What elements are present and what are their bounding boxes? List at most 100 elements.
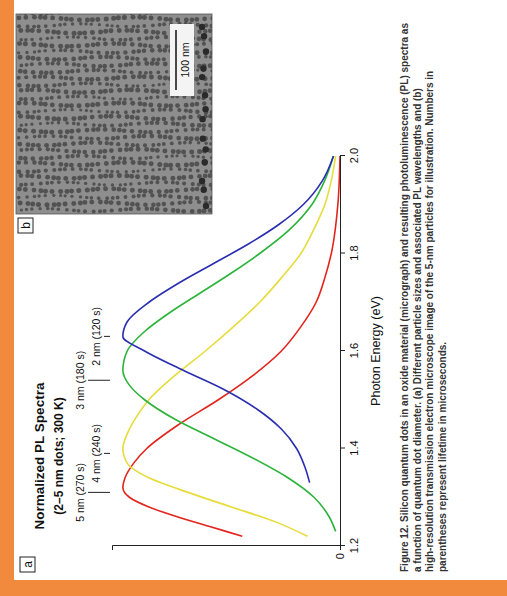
micrograph-particle bbox=[98, 169, 102, 173]
micrograph-particle bbox=[83, 140, 88, 145]
micrograph-particle bbox=[175, 103, 180, 108]
micrograph-particle bbox=[144, 29, 149, 34]
micrograph-particle bbox=[208, 173, 212, 178]
micrograph-particle bbox=[82, 200, 87, 205]
micrograph-particle bbox=[32, 75, 36, 79]
micrograph-particle bbox=[52, 83, 56, 87]
micrograph-particle bbox=[82, 150, 87, 155]
micrograph-particle bbox=[143, 43, 148, 48]
micrograph-particle bbox=[37, 88, 42, 93]
micrograph-particle bbox=[119, 97, 122, 100]
micrograph-particle bbox=[19, 148, 23, 152]
micrograph-particle bbox=[46, 61, 50, 65]
micrograph-particle bbox=[119, 183, 122, 186]
micrograph-particle bbox=[143, 143, 147, 147]
micrograph-particle bbox=[208, 63, 212, 68]
micrograph-particle bbox=[85, 187, 90, 192]
micrograph-particle bbox=[158, 23, 162, 27]
micrograph-particle bbox=[156, 57, 160, 61]
micrograph-particle bbox=[129, 87, 134, 92]
micrograph-particle bbox=[25, 201, 30, 206]
micrograph-particle bbox=[155, 207, 160, 212]
micrograph-particle bbox=[103, 127, 108, 132]
micrograph-particle bbox=[188, 168, 192, 172]
micrograph-particle bbox=[49, 155, 54, 160]
micrograph-particle bbox=[105, 82, 109, 86]
micrograph-particle bbox=[106, 24, 109, 27]
micrograph-particle bbox=[129, 207, 133, 211]
micrograph-particle bbox=[202, 101, 207, 106]
micrograph-particle bbox=[197, 200, 201, 204]
micrograph-particle bbox=[95, 42, 100, 47]
micrograph-particle bbox=[26, 142, 31, 147]
micrograph-particle bbox=[65, 208, 69, 212]
micrograph-particle bbox=[104, 55, 109, 60]
micrograph-particle bbox=[118, 208, 122, 212]
micrograph-particle bbox=[111, 111, 115, 115]
micrograph-particle bbox=[72, 62, 76, 66]
micrograph-particle bbox=[72, 122, 76, 126]
micrograph-particle bbox=[125, 84, 129, 88]
micrograph-particle bbox=[208, 88, 212, 93]
micrograph-particle bbox=[58, 83, 62, 87]
micrograph-particle bbox=[76, 68, 80, 72]
micrograph-particle bbox=[76, 43, 81, 48]
micrograph-particle bbox=[39, 182, 43, 186]
micrograph-particle bbox=[32, 15, 37, 20]
micrograph-particle bbox=[44, 24, 48, 28]
micrograph-particle bbox=[103, 173, 108, 178]
frame-background bbox=[0, 0, 507, 596]
micrograph-particle bbox=[18, 69, 23, 74]
micrograph-particle bbox=[23, 41, 28, 46]
micrograph-particle bbox=[58, 130, 63, 135]
micrograph-particle bbox=[25, 63, 29, 67]
micrograph-particle bbox=[149, 36, 153, 40]
micrograph-particle bbox=[102, 64, 107, 69]
micrograph-particle bbox=[130, 202, 135, 207]
micrograph-particle bbox=[78, 136, 82, 140]
micrograph-particle bbox=[155, 35, 159, 39]
micrograph-particle bbox=[132, 194, 136, 198]
micrograph-particle bbox=[89, 55, 94, 60]
micrograph-particle bbox=[117, 41, 122, 46]
micrograph-particle bbox=[63, 176, 68, 181]
micrograph-particle bbox=[117, 28, 122, 33]
micrograph-particle bbox=[136, 61, 141, 66]
micrograph-particle bbox=[77, 176, 82, 181]
micrograph-particle bbox=[131, 134, 136, 139]
rotated-figure: aNormalized PL Spectra(2–5 nm dots; 300 … bbox=[14, 0, 507, 580]
micrograph-particle bbox=[83, 123, 87, 127]
micrograph-particle bbox=[50, 96, 54, 100]
micrograph-particle bbox=[116, 25, 119, 28]
y-axis-line bbox=[113, 546, 341, 551]
micrograph-particle bbox=[65, 62, 69, 66]
micrograph-particle bbox=[197, 89, 202, 94]
micrograph-particle bbox=[96, 137, 100, 141]
micrograph-particle bbox=[37, 174, 42, 179]
micrograph-particle bbox=[46, 121, 49, 124]
micrograph-particle bbox=[132, 25, 136, 29]
micrograph-particle bbox=[168, 194, 172, 198]
micrograph-particle bbox=[162, 142, 166, 146]
micrograph-particle bbox=[118, 69, 122, 73]
micrograph-particle bbox=[30, 174, 35, 179]
micrograph-particle bbox=[189, 136, 194, 141]
micrograph-particle bbox=[155, 30, 160, 35]
x-tick: 1.2 bbox=[340, 538, 360, 553]
micrograph-particle bbox=[144, 147, 149, 152]
micrograph-particle bbox=[79, 22, 82, 25]
micrograph-particle bbox=[124, 207, 128, 211]
micrograph-particle bbox=[150, 134, 155, 139]
micrograph-particle bbox=[30, 123, 33, 126]
micrograph-particle bbox=[109, 200, 114, 205]
micrograph-particle bbox=[157, 44, 161, 48]
micrograph-particle bbox=[59, 194, 62, 197]
micrograph-particle bbox=[104, 76, 109, 81]
micrograph-particle bbox=[59, 162, 64, 167]
micrograph-particle bbox=[208, 208, 212, 213]
micrograph-particle bbox=[190, 187, 195, 192]
micrograph-particle bbox=[171, 208, 176, 213]
micrograph-particle bbox=[45, 96, 49, 100]
micrograph-particle bbox=[85, 68, 89, 72]
micrograph-particle bbox=[158, 48, 163, 53]
